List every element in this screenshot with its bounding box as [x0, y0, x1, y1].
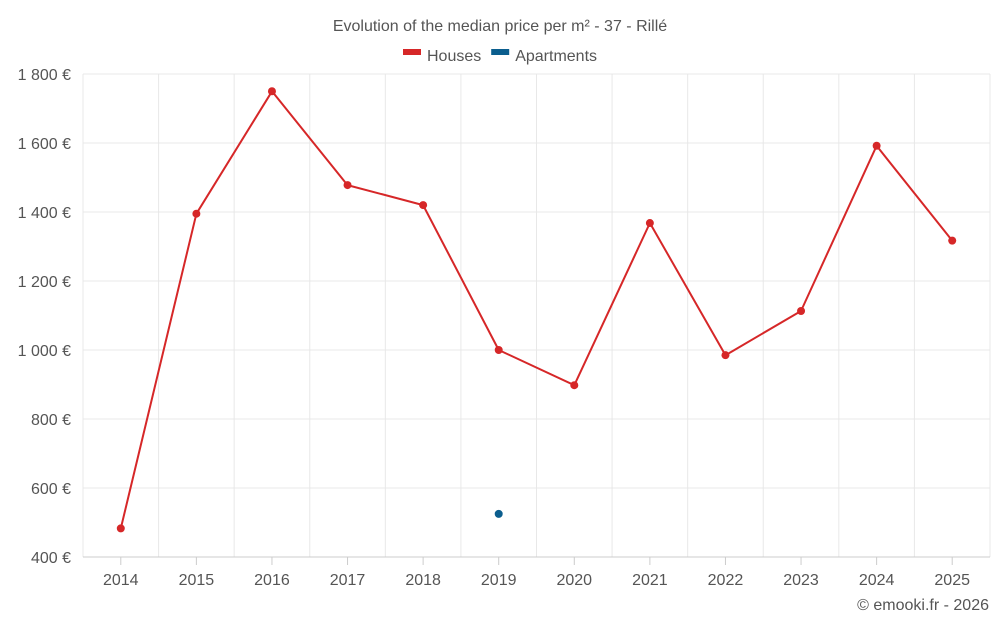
- x-tick-label: 2014: [103, 572, 139, 589]
- houses-point[interactable]: [192, 209, 201, 218]
- y-tick-label: 1 400 €: [18, 205, 71, 222]
- houses-point[interactable]: [116, 524, 125, 533]
- legend-item-houses[interactable]: Houses: [403, 48, 481, 65]
- legend-label: Houses: [427, 48, 481, 65]
- x-axis: 2014 2015 2016 2017 2018 2019 2020 2021 2022 2023…: [83, 556, 990, 589]
- x-tick-label: 2017: [330, 572, 366, 589]
- x-tick-label: 2018: [405, 572, 441, 589]
- y-tick-label: 1 600 €: [18, 136, 71, 153]
- houses-point[interactable]: [645, 219, 654, 228]
- x-tick-label: 2015: [179, 572, 215, 589]
- houses-point[interactable]: [797, 307, 806, 316]
- houses-point[interactable]: [267, 87, 276, 96]
- y-tick-label: 400 €: [31, 550, 71, 567]
- x-tick-label: 2022: [708, 572, 744, 589]
- legend-item-apartments[interactable]: Apartments: [491, 48, 597, 65]
- houses-point[interactable]: [494, 346, 503, 354]
- y-tick-label: 600 €: [31, 481, 71, 498]
- houses-point[interactable]: [343, 181, 352, 190]
- houses-point[interactable]: [948, 236, 957, 245]
- x-tick-label: 2023: [783, 572, 819, 589]
- houses-series-line: [119, 90, 953, 529]
- x-tick-label: 2016: [254, 572, 290, 589]
- y-axis: 400 € 600 € 800 € 1 000 € 1 200 € 1 400 € 1 60…: [18, 67, 71, 567]
- y-tick-label: 1 200 €: [18, 274, 71, 291]
- houses-point[interactable]: [721, 351, 730, 360]
- x-tick-label: 2020: [556, 572, 592, 589]
- y-tick-label: 1 800 €: [18, 67, 71, 84]
- legend-swatch: [491, 49, 510, 55]
- chart-series: [116, 87, 957, 533]
- houses-point[interactable]: [419, 201, 428, 210]
- houses-point[interactable]: [872, 141, 881, 150]
- x-tick-label: 2019: [481, 572, 517, 589]
- x-tick-label: 2025: [934, 572, 970, 589]
- y-tick-label: 1 000 €: [18, 343, 71, 360]
- legend-label: Apartments: [515, 48, 597, 65]
- chart-grid: [82, 73, 991, 558]
- chart-title: Evolution of the median price per m² - 3…: [333, 18, 667, 35]
- x-tick-label: 2024: [859, 572, 895, 589]
- apartments-point[interactable]: [494, 509, 503, 518]
- legend-swatch: [403, 49, 421, 55]
- chart-legend: Houses Apartments: [403, 48, 597, 65]
- houses-point[interactable]: [570, 381, 579, 390]
- credit-text: © emooki.fr - 2026: [857, 597, 989, 614]
- x-tick-label: 2021: [632, 572, 668, 589]
- y-tick-label: 800 €: [31, 412, 71, 429]
